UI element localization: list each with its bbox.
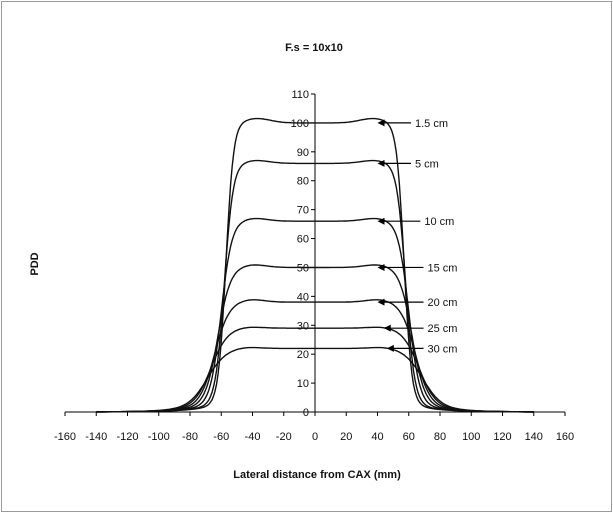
y-tick-label: 90 [297,147,309,159]
y-tick-label: 10 [297,378,309,390]
annotation-arrow-head [377,298,385,306]
x-tick-label: 0 [312,431,318,443]
x-tick-label: 100 [462,431,480,443]
x-tick-label: 140 [525,431,543,443]
x-tick-label: -20 [276,431,292,443]
series-curves [96,117,534,413]
y-tick-label: 30 [297,320,309,332]
annotation-arrow-head [377,263,385,271]
annotation-arrow-head [377,119,385,127]
x-tick-label: 120 [493,431,511,443]
y-tick-label: 40 [297,291,309,303]
y-tick-label: 100 [291,118,309,130]
x-tick-label: -40 [245,431,261,443]
x-tick-label: -80 [182,431,198,443]
x-tick-label: 40 [371,431,383,443]
pdd-profile-chart: F.s = 10x10 PDD Lateral distance from CA… [29,42,574,481]
depth-label: 20 cm [428,297,458,309]
y-tick-label: 60 [297,234,309,246]
x-tick-label: -160 [54,431,76,443]
x-tick-label: -140 [85,431,107,443]
depth-annotations: 1.5 cm 5 cm 10 cm 15 cm 20 cm 25 cm 30 cm [377,118,458,355]
y-tick-label: 20 [297,349,309,361]
y-tick-label: 50 [297,262,309,274]
depth-label: 1.5 cm [415,118,448,130]
depth-label: 30 cm [428,343,458,355]
depth-label: 15 cm [428,262,458,274]
y-tick-label: 0 [303,407,309,419]
depth-label: 25 cm [428,323,458,335]
x-tick-label: 60 [403,431,415,443]
x-tick-label: -100 [148,431,170,443]
x-tick-label: 20 [340,431,352,443]
y-axis-label: PDD [29,252,41,275]
series-line [96,346,534,413]
x-tick-labels: -160 -140 -120 -100 -80 -60 -40 -20 0 20 40 60 80 100… [54,431,574,443]
y-tick-labels: 0 10 20 30 40 50 60 70 80 90 100 110 [291,89,309,419]
y-tick-label: 80 [297,176,309,188]
axes [64,93,566,416]
annotation-arrow-head [383,324,391,332]
x-tick-label: -120 [116,431,138,443]
x-axis-label: Lateral distance from CAX (mm) [233,469,401,481]
chart-title: F.s = 10x10 [285,42,343,54]
depth-label: 10 cm [424,216,454,228]
x-tick-label: -60 [213,431,229,443]
x-tick-label: 80 [434,431,446,443]
y-tick-label: 70 [297,205,309,217]
x-tick-label: 160 [556,431,574,443]
annotation-arrow-head [377,217,385,225]
annotation-arrow-head [386,344,394,352]
depth-label: 5 cm [415,158,439,170]
y-tick-label: 110 [291,89,309,101]
annotation-arrow-head [377,159,385,167]
